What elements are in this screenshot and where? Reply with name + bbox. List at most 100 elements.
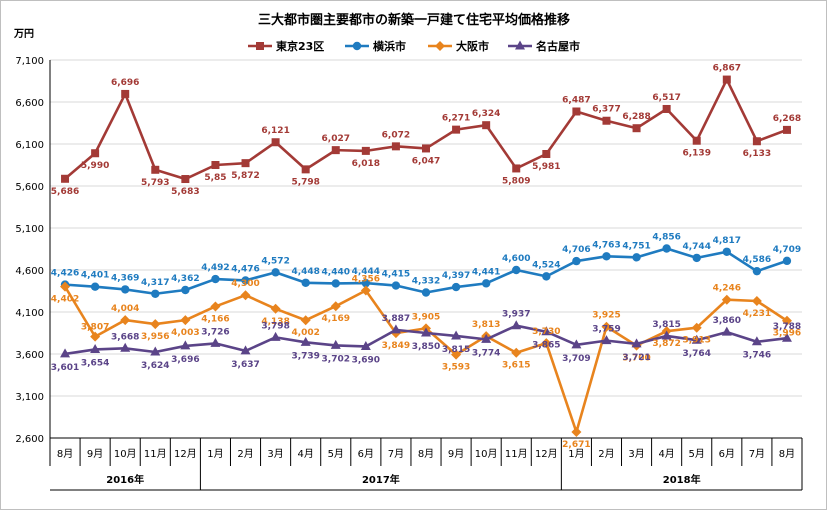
x-tick-label: 12月 bbox=[174, 448, 197, 460]
data-label: 6,133 bbox=[743, 149, 771, 159]
x-tick-label: 6月 bbox=[719, 448, 735, 460]
data-point bbox=[722, 247, 731, 256]
data-point bbox=[330, 301, 341, 312]
data-point bbox=[722, 75, 731, 84]
x-tick-label: 9月 bbox=[448, 448, 464, 460]
data-point bbox=[180, 315, 191, 326]
data-label: 6,268 bbox=[773, 114, 801, 124]
data-label: 3,624 bbox=[141, 361, 169, 371]
chart-title: 三大都市圏主要都市の新築一戸建て住宅平均価格推移 bbox=[258, 12, 570, 28]
data-point bbox=[300, 336, 311, 346]
data-label: 6,377 bbox=[592, 105, 620, 115]
data-label: 4,246 bbox=[713, 284, 741, 294]
data-point bbox=[361, 278, 371, 288]
data-label: 4,362 bbox=[171, 274, 199, 284]
data-point bbox=[60, 348, 71, 358]
data-point bbox=[541, 338, 552, 349]
data-label: 3,872 bbox=[652, 339, 680, 349]
data-point bbox=[571, 339, 582, 349]
data-point bbox=[241, 159, 250, 168]
data-point bbox=[752, 266, 762, 276]
data-label: 3,788 bbox=[773, 322, 801, 332]
data-label: 5,686 bbox=[51, 187, 79, 197]
data-label: 3,593 bbox=[442, 363, 470, 373]
data-label: 5,683 bbox=[171, 187, 199, 197]
data-label: 3,759 bbox=[592, 325, 620, 335]
x-tick-label: 1月 bbox=[207, 448, 223, 460]
data-point bbox=[782, 125, 791, 134]
data-point bbox=[181, 285, 190, 295]
data-point bbox=[60, 281, 71, 292]
x-tick-label: 11月 bbox=[144, 448, 167, 460]
data-point bbox=[360, 285, 371, 296]
data-label: 3,726 bbox=[201, 327, 229, 337]
data-label: 4,401 bbox=[81, 271, 109, 281]
x-tick-label: 2月 bbox=[237, 448, 253, 460]
data-label: 4,317 bbox=[141, 278, 169, 288]
data-point bbox=[330, 339, 341, 349]
y-tick-label: 4,600 bbox=[15, 266, 44, 277]
data-point bbox=[121, 285, 130, 294]
data-point bbox=[241, 276, 250, 285]
data-point bbox=[512, 265, 521, 275]
data-point bbox=[451, 282, 461, 292]
data-label: 4,706 bbox=[562, 245, 590, 255]
data-point bbox=[180, 340, 191, 350]
data-point bbox=[601, 335, 612, 345]
data-point bbox=[120, 342, 131, 352]
data-point bbox=[721, 294, 732, 305]
data-label: 6,517 bbox=[652, 93, 680, 103]
data-label: 4,415 bbox=[382, 270, 410, 280]
legend-label: 東京23区 bbox=[276, 39, 324, 53]
data-point bbox=[511, 320, 522, 330]
data-label: 3,860 bbox=[713, 316, 741, 326]
data-label: 4,231 bbox=[743, 309, 771, 319]
data-label: 4,751 bbox=[622, 241, 650, 251]
data-label: 3,913 bbox=[682, 336, 710, 346]
data-label: 3,702 bbox=[322, 354, 350, 364]
data-point bbox=[391, 281, 401, 290]
data-point bbox=[422, 144, 430, 153]
data-label: 3,956 bbox=[141, 332, 169, 342]
x-tick-label: 8月 bbox=[418, 448, 434, 460]
data-label: 3,849 bbox=[382, 341, 410, 351]
x-tick-label: 2月 bbox=[598, 448, 614, 460]
x-tick-label: 10月 bbox=[475, 448, 498, 460]
data-point bbox=[662, 244, 671, 253]
data-point bbox=[781, 332, 792, 342]
data-point bbox=[692, 253, 701, 263]
legend-label: 名古屋市 bbox=[536, 39, 580, 53]
data-label: 4,763 bbox=[592, 240, 620, 250]
data-label: 4,300 bbox=[231, 279, 259, 289]
data-point bbox=[602, 116, 611, 125]
data-point bbox=[691, 334, 702, 344]
data-label: 3,807 bbox=[81, 323, 109, 333]
data-label: 4,441 bbox=[472, 267, 500, 277]
data-point bbox=[91, 149, 100, 158]
year-label: 2017年 bbox=[362, 473, 400, 486]
data-label: 4,524 bbox=[532, 260, 560, 270]
data-point bbox=[481, 333, 492, 343]
data-label: 3,996 bbox=[773, 329, 801, 339]
data-label: 3,937 bbox=[502, 310, 530, 320]
x-tick-label: 4月 bbox=[297, 448, 313, 460]
data-label: 3,850 bbox=[412, 342, 440, 352]
y-tick-label: 3,600 bbox=[15, 350, 44, 361]
x-tick-label: 5月 bbox=[328, 448, 344, 460]
data-point bbox=[572, 256, 581, 266]
y-tick-label: 7,100 bbox=[15, 56, 44, 67]
data-point bbox=[541, 326, 552, 336]
data-label: 4,003 bbox=[171, 328, 199, 338]
data-label: 5,981 bbox=[532, 162, 560, 172]
data-point bbox=[481, 279, 491, 288]
data-label: 3,887 bbox=[382, 314, 410, 324]
data-point bbox=[331, 146, 340, 155]
data-point bbox=[61, 174, 70, 183]
data-label: 4,166 bbox=[201, 314, 229, 324]
x-tick-label: 11月 bbox=[505, 448, 528, 460]
x-tick-label: 7月 bbox=[388, 448, 404, 460]
data-label: 3,746 bbox=[743, 351, 771, 361]
data-label: 3,690 bbox=[352, 355, 380, 365]
